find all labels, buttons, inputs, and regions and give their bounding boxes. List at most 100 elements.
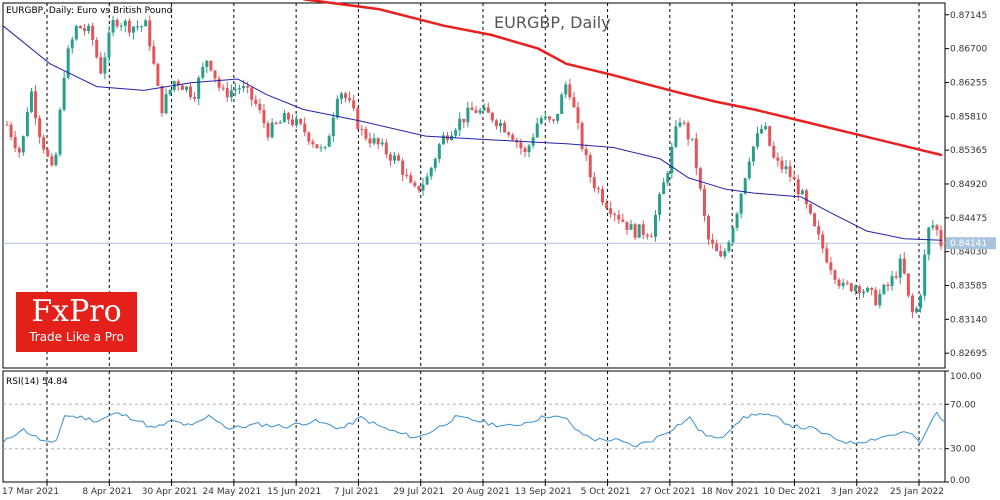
candle-body xyxy=(923,254,927,296)
candle-body xyxy=(225,88,229,98)
candle-body xyxy=(184,86,188,90)
candle-body xyxy=(878,293,882,306)
candle-body xyxy=(131,26,135,33)
current-price-badge-text: 0.84141 xyxy=(950,239,987,249)
candle-body xyxy=(535,123,539,138)
candle-body xyxy=(511,134,515,140)
candle-body xyxy=(572,97,576,108)
ma-slow-line xyxy=(303,0,943,157)
candle-body xyxy=(193,96,197,99)
candle-body xyxy=(833,270,837,280)
candle-body xyxy=(702,188,706,217)
price-tick-label: 0.86255 xyxy=(950,78,987,88)
candle-body xyxy=(866,287,870,292)
candle-body xyxy=(682,122,686,124)
rsi-label: RSI(14) 54.84 xyxy=(6,377,68,387)
candle-body xyxy=(405,174,409,176)
candle-body xyxy=(731,227,735,243)
candle-body xyxy=(119,25,123,27)
candle-body xyxy=(547,116,551,120)
candle-body xyxy=(902,258,906,274)
candle-body xyxy=(837,279,841,286)
candle-body xyxy=(197,77,201,99)
candle-body xyxy=(107,32,111,58)
candle-body xyxy=(882,284,886,294)
candle-body xyxy=(494,120,498,127)
candle-body xyxy=(670,146,674,174)
candle-body xyxy=(580,123,584,150)
candle-body xyxy=(486,107,490,113)
candle-body xyxy=(295,119,299,126)
candle-body xyxy=(364,129,368,139)
rsi-tick-label: 30.00 xyxy=(950,445,976,455)
candle-body xyxy=(939,230,943,247)
price-tick-label: 0.85810 xyxy=(950,112,987,122)
candle-body xyxy=(54,154,58,166)
candle-body xyxy=(136,26,140,28)
candle-body xyxy=(605,202,609,209)
candle-body xyxy=(176,81,180,86)
candle-body xyxy=(613,213,617,215)
date-tick-label: 7 Jul 2021 xyxy=(334,487,379,497)
candle-body xyxy=(637,224,641,238)
candle-body xyxy=(800,190,804,195)
date-tick-label: 10 Dec 2021 xyxy=(764,487,822,497)
date-tick-label: 3 Jan 2022 xyxy=(831,487,879,497)
candle-body xyxy=(707,216,711,240)
candle-body xyxy=(91,25,95,40)
candlestick-series xyxy=(5,15,943,319)
candle-body xyxy=(556,113,560,121)
rsi-line xyxy=(2,411,946,448)
price-tick-label: 0.84475 xyxy=(950,214,987,224)
candle-body xyxy=(641,224,645,235)
rsi-level-lines xyxy=(3,403,945,450)
candle-body xyxy=(915,308,919,313)
candle-body xyxy=(596,188,600,190)
current-price-badge-bg xyxy=(946,237,996,250)
candle-body xyxy=(99,57,103,74)
candle-body xyxy=(723,251,727,257)
rsi-axis: 100.00 70.00 30.00 0.00 xyxy=(945,370,982,486)
candle-body xyxy=(796,179,800,195)
candle-body xyxy=(552,119,556,121)
candle-body xyxy=(678,122,682,127)
candle-body xyxy=(115,20,119,27)
candle-body xyxy=(348,98,352,101)
candle-body xyxy=(266,123,270,138)
candle-body xyxy=(307,132,311,142)
candle-body xyxy=(776,157,780,161)
candle-body xyxy=(658,194,662,215)
candle-body xyxy=(747,161,751,179)
candle-body xyxy=(719,251,723,257)
candle-body xyxy=(421,184,425,191)
candle-body xyxy=(164,94,168,114)
candle-body xyxy=(34,91,38,119)
candle-body xyxy=(278,122,282,124)
candle-body xyxy=(103,57,107,74)
candle-body xyxy=(152,46,156,64)
date-axis: 17 Mar 2021 8 Apr 2021 30 Apr 2021 24 May 2… xyxy=(2,482,944,497)
candle-body xyxy=(454,130,458,136)
candle-body xyxy=(388,154,392,161)
candle-body xyxy=(380,142,384,145)
symbol-header: EURGBP, Daily: Euro vs British Pound xyxy=(6,6,172,16)
price-tick-label: 0.84920 xyxy=(950,180,987,190)
rsi-plot-frame xyxy=(2,370,946,483)
candle-body xyxy=(817,226,821,235)
candle-body xyxy=(849,283,853,292)
price-tick-label: 0.86700 xyxy=(950,45,987,55)
candle-body xyxy=(17,148,21,153)
candle-body xyxy=(58,109,62,155)
candle-body xyxy=(140,26,144,28)
rsi-tick-label: 100.00 xyxy=(950,372,982,382)
candle-body xyxy=(250,87,254,100)
candle-body xyxy=(894,276,898,278)
candle-body xyxy=(352,100,356,109)
candle-body xyxy=(629,224,633,230)
candle-body xyxy=(62,77,66,110)
candle-body xyxy=(254,99,258,104)
candle-body xyxy=(853,286,857,292)
candle-body xyxy=(331,117,335,137)
candle-body xyxy=(213,70,217,79)
candle-body xyxy=(42,137,46,150)
